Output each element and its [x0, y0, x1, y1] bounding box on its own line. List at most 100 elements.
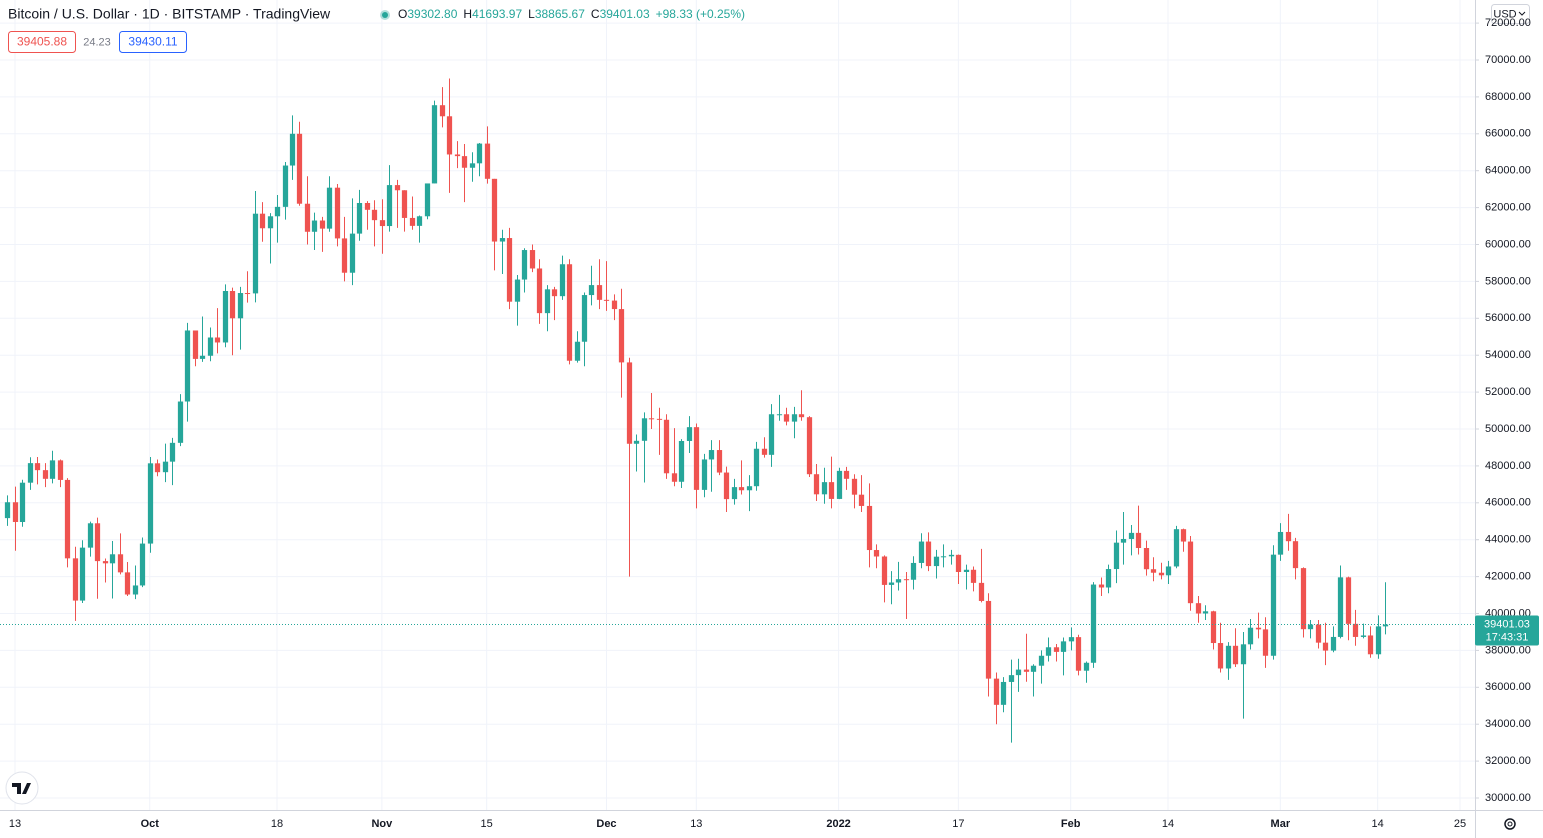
candle-body: [701, 459, 708, 490]
candle-body: [439, 105, 446, 117]
candle-body: [199, 355, 206, 359]
y-tick-label: 46000.00: [1485, 497, 1531, 509]
legend-item: +98.33 (+0.25%): [656, 7, 745, 21]
y-tick-label: 72000.00: [1485, 17, 1531, 29]
candle-body: [491, 178, 498, 242]
y-tick-label: 50000.00: [1485, 423, 1531, 435]
candle-body: [79, 547, 86, 601]
candle-body: [454, 154, 461, 157]
candle-body: [1098, 584, 1105, 588]
x-tick-label: 2022: [826, 818, 850, 830]
candle-body: [940, 556, 947, 558]
candle-body: [836, 470, 843, 499]
candle-body: [42, 470, 49, 479]
x-tick-label: 17: [952, 818, 964, 830]
candle-body: [1345, 577, 1352, 624]
candle-body: [1008, 675, 1015, 682]
candle-body: [746, 486, 753, 491]
candle-body: [57, 460, 64, 480]
candle-body: [1367, 635, 1374, 655]
x-tick-label: 13: [9, 818, 21, 830]
candle-body: [1135, 532, 1142, 549]
status-dot: [382, 12, 388, 18]
candle-body: [828, 482, 835, 499]
candle-body: [536, 268, 543, 314]
y-tick-label: 58000.00: [1485, 275, 1531, 287]
candle-body: [791, 414, 798, 422]
legend-item: L: [528, 7, 535, 21]
candle-body: [933, 556, 940, 567]
x-tick-label: 13: [690, 818, 702, 830]
candle-body: [326, 187, 333, 229]
candle-body: [1337, 577, 1344, 637]
candle-body: [192, 330, 199, 359]
candle-body: [529, 250, 536, 269]
candle-body: [356, 202, 363, 234]
currency-label: USD: [1493, 8, 1516, 20]
candle-body: [1180, 529, 1187, 542]
legend-item: 39401.03: [600, 7, 650, 21]
y-tick-label: 44000.00: [1485, 534, 1531, 546]
candle-body: [1285, 531, 1292, 542]
candle-body: [1202, 611, 1209, 614]
candle-body: [948, 554, 955, 557]
currency-button[interactable]: [1491, 4, 1530, 24]
candle-body: [910, 562, 917, 580]
candle-body: [409, 217, 416, 226]
candle-body: [1105, 569, 1112, 588]
candle-body: [371, 209, 378, 221]
candle-body: [94, 523, 101, 562]
candle-body: [1210, 611, 1217, 644]
y-tick-label: 62000.00: [1485, 202, 1531, 214]
candle-body: [1068, 637, 1075, 642]
x-tick-label: Nov: [371, 818, 393, 830]
y-tick-label: 64000.00: [1485, 165, 1531, 177]
candle-body: [169, 442, 176, 462]
candle-body: [708, 450, 715, 460]
ohlc-text: O39302.80 H41693.97 L38865.67 C39401.03 +98.…: [398, 7, 745, 21]
candle-body: [813, 474, 820, 495]
candle-body: [4, 502, 11, 519]
candle-body: [798, 414, 805, 418]
candle-body: [1232, 645, 1239, 665]
candles: [4, 78, 1389, 743]
candle-body: [895, 579, 902, 583]
ask-box[interactable]: [119, 31, 187, 53]
candle-body: [686, 427, 693, 441]
candle-body: [1270, 554, 1277, 656]
legend-item: 39302.80: [407, 7, 457, 21]
candle-body: [873, 550, 880, 557]
x-tick-label: Oct: [141, 818, 160, 830]
candle-body: [177, 401, 184, 443]
y-tick-label: 70000.00: [1485, 54, 1531, 66]
candle-body: [693, 427, 700, 490]
candle-body: [446, 116, 453, 155]
candle-body: [364, 202, 371, 210]
settings-icon[interactable]: [1504, 818, 1516, 830]
candle-body: [214, 337, 221, 343]
candle-body: [1030, 665, 1037, 672]
candle-body: [656, 418, 663, 420]
candle-body: [858, 494, 865, 506]
candle-body: [289, 133, 296, 166]
candle-body: [132, 585, 139, 595]
candle-body: [72, 558, 79, 601]
x-tick-label: 25: [1454, 818, 1466, 830]
candle-body: [12, 502, 19, 522]
candle-body: [985, 600, 992, 679]
ask-price: 39430.11: [128, 35, 177, 49]
candle-body: [1300, 568, 1307, 630]
bid-box[interactable]: [8, 31, 76, 53]
countdown: 17:43:31: [1486, 631, 1529, 643]
candle-body: [1382, 624, 1389, 627]
y-tick-label: 54000.00: [1485, 349, 1531, 361]
candle-body: [551, 289, 558, 297]
y-tick-label: 48000.00: [1485, 460, 1531, 472]
candle-body: [731, 487, 738, 500]
candle-body: [603, 299, 610, 301]
candle-body: [1195, 603, 1202, 614]
candle-body: [716, 450, 723, 473]
candle-body: [776, 414, 783, 416]
candle-body: [663, 419, 670, 474]
candle-body: [514, 279, 521, 302]
